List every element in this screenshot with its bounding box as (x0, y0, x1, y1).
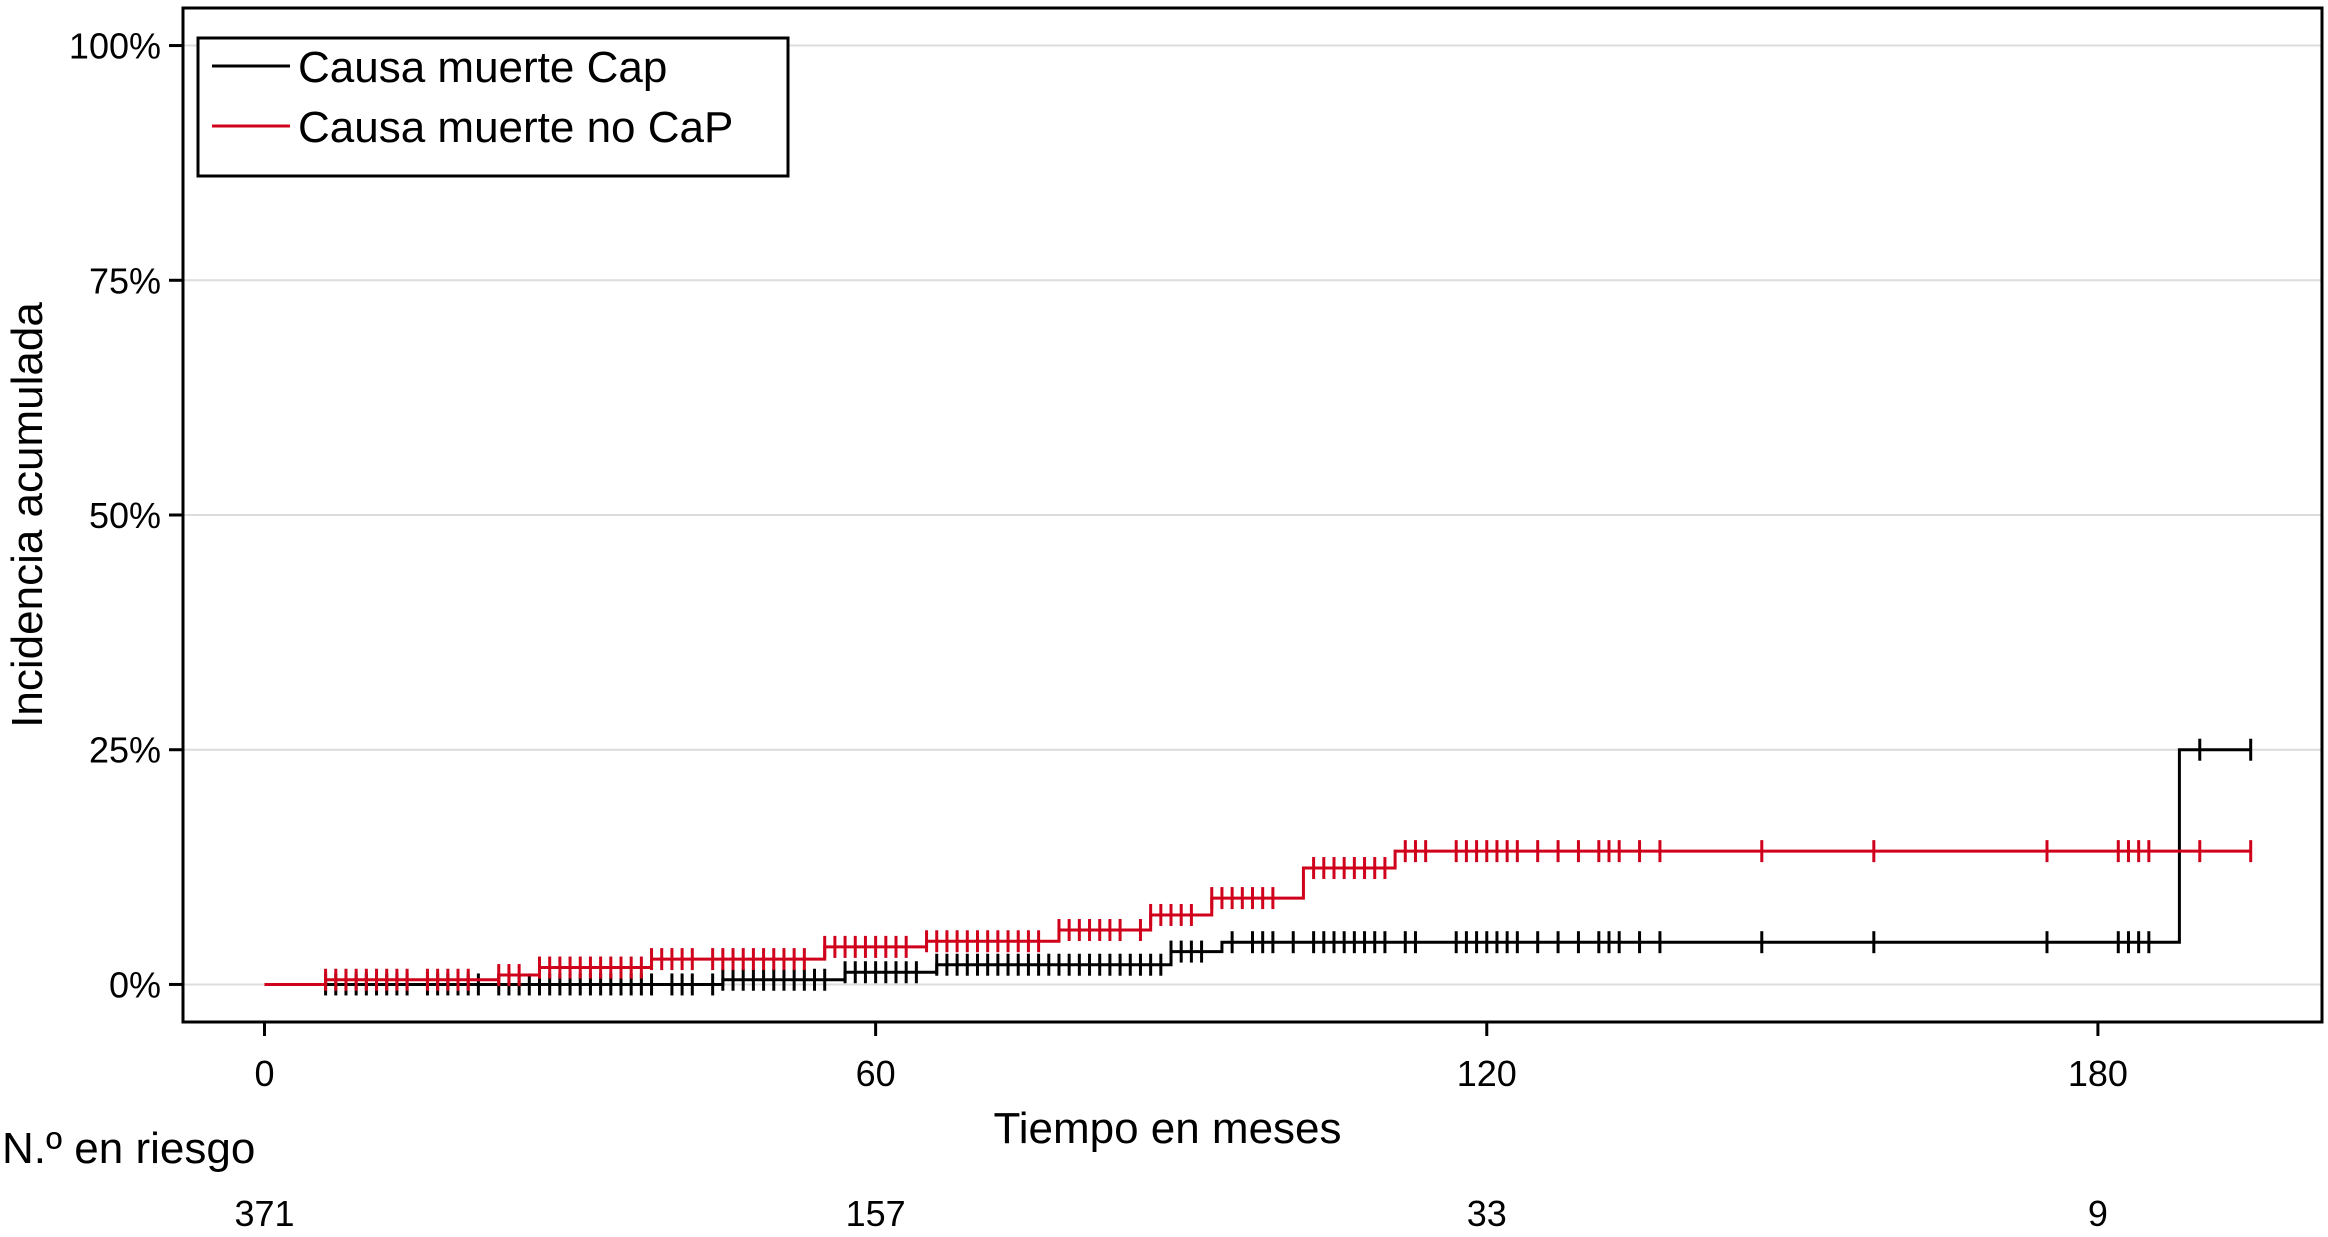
y-tick-label: 75% (89, 260, 161, 301)
x-tick-label: 0 (254, 1053, 274, 1094)
x-axis-title: Tiempo en meses (993, 1104, 1341, 1153)
x-tick-label: 120 (1457, 1053, 1517, 1094)
gridlines (183, 44, 2322, 986)
series-layer (264, 738, 2253, 996)
y-axis-title: Incidencia acumulada (3, 302, 52, 728)
series-1 (264, 840, 2253, 991)
legend-label-no-cap: Causa muerte no CaP (298, 103, 733, 152)
x-tick-label: 180 (2068, 1053, 2128, 1094)
y-tick-label: 0% (109, 964, 161, 1005)
risk-value: 371 (234, 1193, 294, 1234)
axes: 0% 25% 50% 75% 100% 0 60 120 180 (69, 26, 2128, 1094)
y-tick-label: 100% (69, 26, 161, 67)
y-tick-label: 25% (89, 730, 161, 771)
legend: Causa muerte Cap Causa muerte no CaP (196, 36, 790, 178)
series-line (264, 849, 2251, 986)
series-0 (264, 738, 2253, 996)
legend-box (196, 36, 790, 178)
y-tick-label: 50% (89, 495, 161, 536)
x-tick-label: 60 (856, 1053, 896, 1094)
series-line (264, 748, 2251, 986)
risk-value: 33 (1467, 1193, 1507, 1234)
risk-table-label: N.º en riesgo (2, 1124, 255, 1173)
risk-value: 157 (846, 1193, 906, 1234)
risk-table-values: 371 157 33 9 (234, 1193, 2107, 1234)
risk-value: 9 (2088, 1193, 2108, 1234)
legend-label-cap: Causa muerte Cap (298, 43, 667, 92)
